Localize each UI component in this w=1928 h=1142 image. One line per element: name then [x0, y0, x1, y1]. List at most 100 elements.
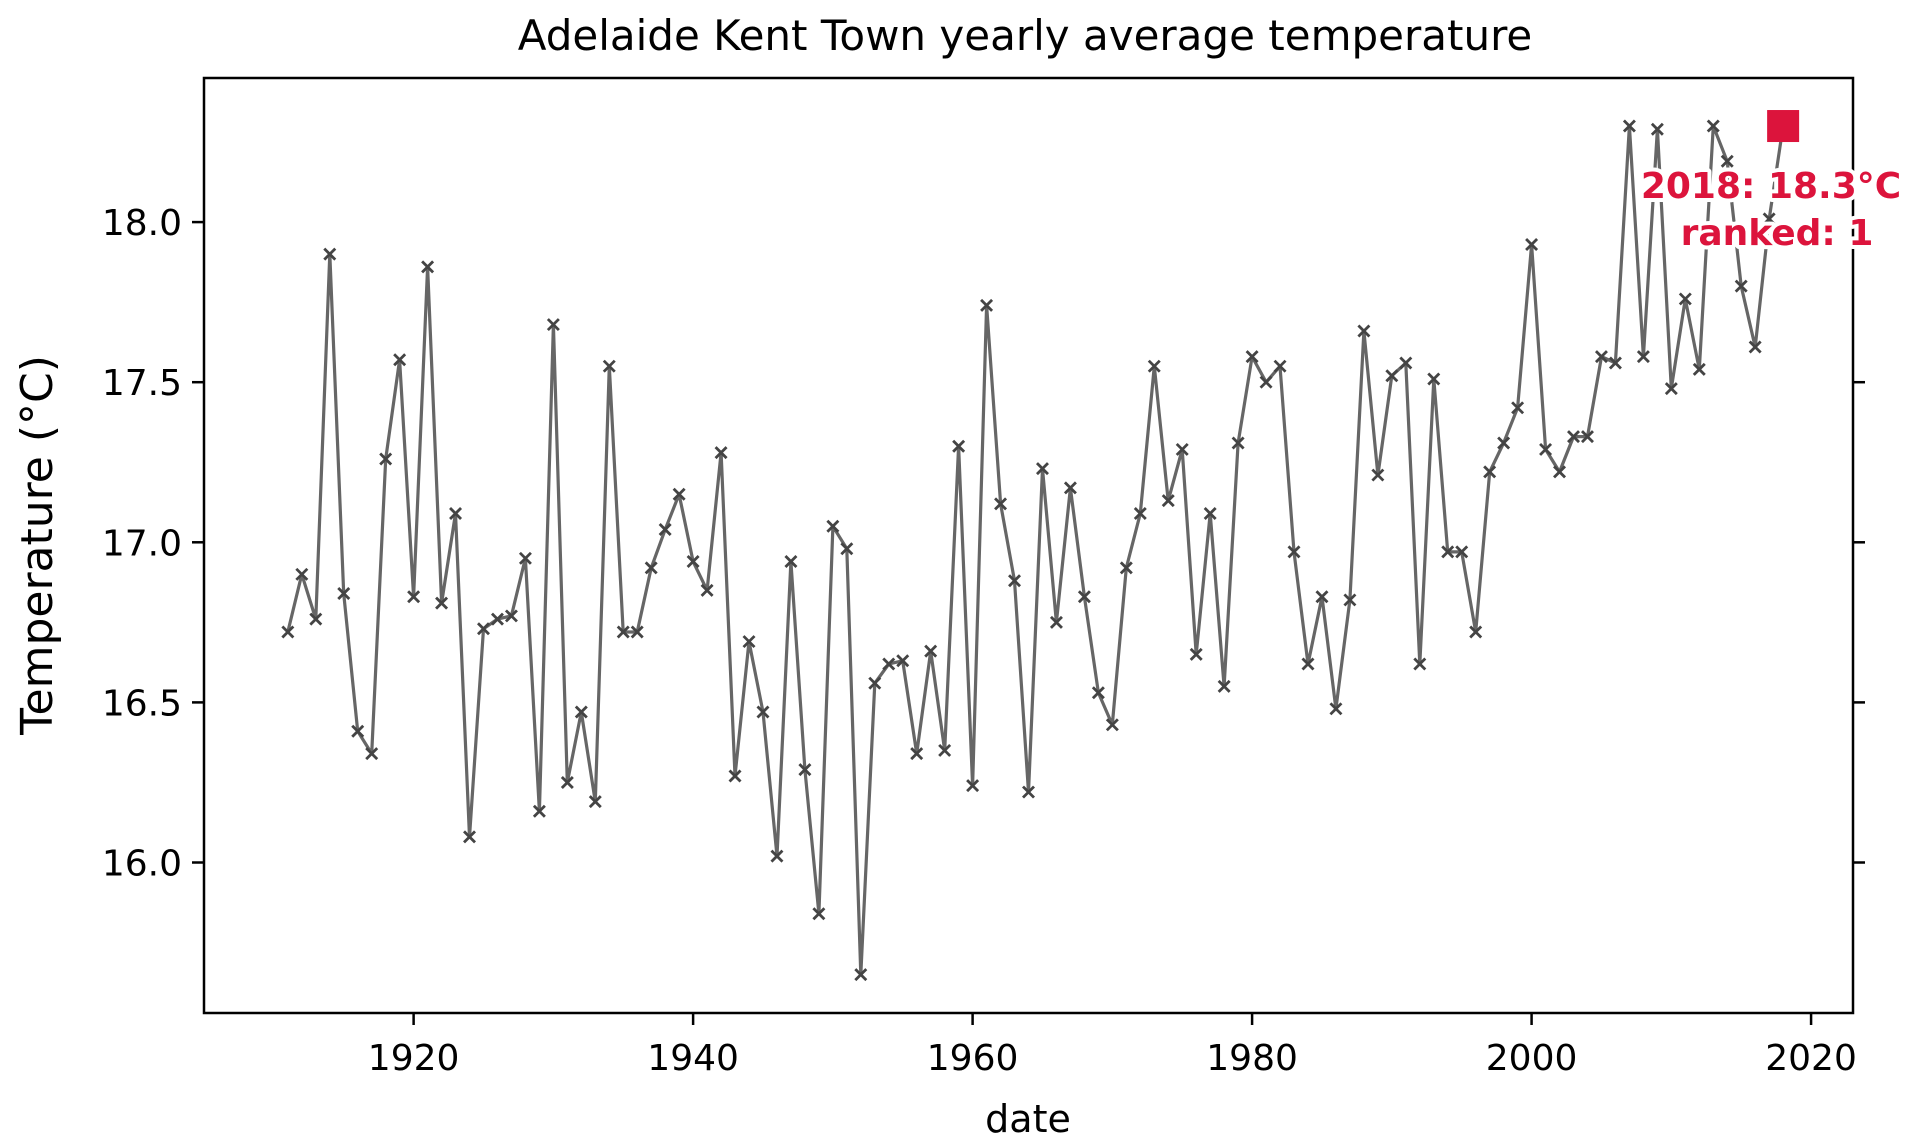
x-tick-label: 1940: [647, 1038, 739, 1079]
data-point-marker: [952, 439, 966, 453]
data-point-marker: [407, 590, 421, 604]
data-point-marker: [1399, 356, 1413, 370]
data-point-marker: [686, 555, 700, 569]
data-point-marker: [1287, 545, 1301, 559]
data-point-marker: [1762, 212, 1776, 226]
data-point-marker: [1734, 279, 1748, 293]
data-point-marker: [910, 747, 924, 761]
data-point-marker: [924, 644, 938, 658]
data-point-marker: [812, 907, 826, 921]
data-point-marker: [546, 318, 560, 332]
data-point-marker: [435, 596, 449, 610]
highlight-annotation-rank: ranked: 1: [1681, 213, 1874, 254]
data-point-marker: [602, 359, 616, 373]
data-point-marker: [798, 763, 812, 777]
data-point-marker: [1119, 561, 1133, 575]
plot-frame: [202, 76, 1855, 1015]
data-point-marker: [1217, 679, 1231, 693]
y-tick-label: 18.0: [102, 203, 182, 244]
data-point-marker: [1594, 350, 1608, 364]
data-point-marker: [1664, 382, 1678, 396]
data-point-marker: [616, 625, 630, 639]
data-point-marker: [1273, 359, 1287, 373]
data-point-marker: [295, 567, 309, 581]
data-point-marker: [1636, 350, 1650, 364]
data-point-marker: [1441, 545, 1455, 559]
data-point-marker: [700, 583, 714, 597]
data-point-marker: [938, 743, 952, 757]
data-point-marker: [770, 849, 784, 863]
highlight-annotation-year-value: 2018: 18.3°C: [1641, 166, 1901, 207]
data-point-marker: [1077, 590, 1091, 604]
data-point-marker: [1008, 574, 1022, 588]
x-tick-label: 1920: [368, 1038, 460, 1079]
data-point-marker: [1245, 350, 1259, 364]
annotation-layer: 2018: 18.3°C ranked: 1: [1637, 162, 1905, 258]
x-tick-label: 1980: [1206, 1038, 1298, 1079]
data-point-marker: [728, 769, 742, 783]
data-point-marker: [1706, 119, 1720, 133]
data-point-marker: [1567, 430, 1580, 444]
data-point-marker: [463, 830, 477, 844]
data-point-marker: [1189, 647, 1203, 661]
data-point-marker: [1175, 442, 1189, 456]
y-tick-label: 17.0: [102, 523, 182, 564]
data-point-marker: [980, 298, 994, 312]
y-tick-label: 17.5: [102, 363, 182, 404]
data-point-marker: [421, 260, 435, 274]
series-layer: [281, 110, 1800, 982]
data-point-marker: [1608, 356, 1622, 370]
data-point-marker: [826, 519, 840, 533]
data-point-marker: [784, 555, 798, 569]
data-point-marker: [588, 795, 602, 809]
data-point-marker: [1455, 545, 1469, 559]
data-point-marker: [1469, 625, 1483, 639]
data-point-marker: [1147, 359, 1161, 373]
data-point-marker: [1580, 430, 1594, 444]
data-point-marker: [1343, 593, 1357, 607]
data-point-marker: [1231, 436, 1245, 450]
data-point-marker: [309, 612, 323, 626]
data-point-marker: [1622, 119, 1636, 133]
data-point-marker: [1525, 238, 1539, 251]
data-point-marker: [644, 561, 658, 575]
data-point-marker: [1692, 362, 1706, 376]
data-point-marker: [742, 635, 756, 649]
data-point-marker: [1203, 506, 1217, 520]
data-point-marker: [854, 968, 868, 982]
data-point-marker: [1511, 401, 1525, 415]
data-point-marker: [630, 625, 644, 639]
data-point-marker: [1301, 657, 1315, 671]
data-point-marker: [1091, 686, 1105, 700]
data-point-marker: [365, 747, 379, 761]
data-point-marker: [1650, 122, 1664, 136]
data-point-marker: [896, 654, 910, 668]
data-point-marker: [281, 625, 295, 639]
data-point-marker: [560, 775, 574, 789]
data-point-marker: [518, 551, 532, 565]
data-point-marker: [1678, 292, 1692, 306]
data-point-marker: [1049, 615, 1063, 629]
data-point-marker: [1161, 494, 1175, 508]
data-point-marker: [672, 487, 686, 501]
data-point-marker: [351, 724, 365, 738]
data-point-marker: [574, 705, 588, 719]
y-tick-label: 16.0: [102, 844, 182, 885]
data-point-marker: [1553, 465, 1567, 479]
ticks-layer: 1920 1940 1960 1980 2000 2020 16.0 16.5 17.0 17.5…: [102, 203, 1865, 1079]
data-point-marker: [1483, 465, 1497, 479]
data-point-marker: [379, 452, 393, 466]
data-point-marker: [994, 497, 1008, 511]
data-point-marker: [840, 542, 854, 556]
x-tick-label: 2000: [1486, 1038, 1578, 1079]
temperature-series-line: [286, 124, 1785, 977]
x-axis-label: date: [985, 1097, 1071, 1141]
y-tick-label: 16.5: [102, 683, 182, 724]
x-tick-label: 2020: [1765, 1038, 1857, 1079]
data-point-marker: [1133, 506, 1147, 520]
data-point-marker: [1427, 372, 1441, 386]
data-point-marker: [1413, 657, 1427, 671]
data-point-marker: [477, 622, 490, 636]
data-point-marker: [1035, 462, 1049, 476]
